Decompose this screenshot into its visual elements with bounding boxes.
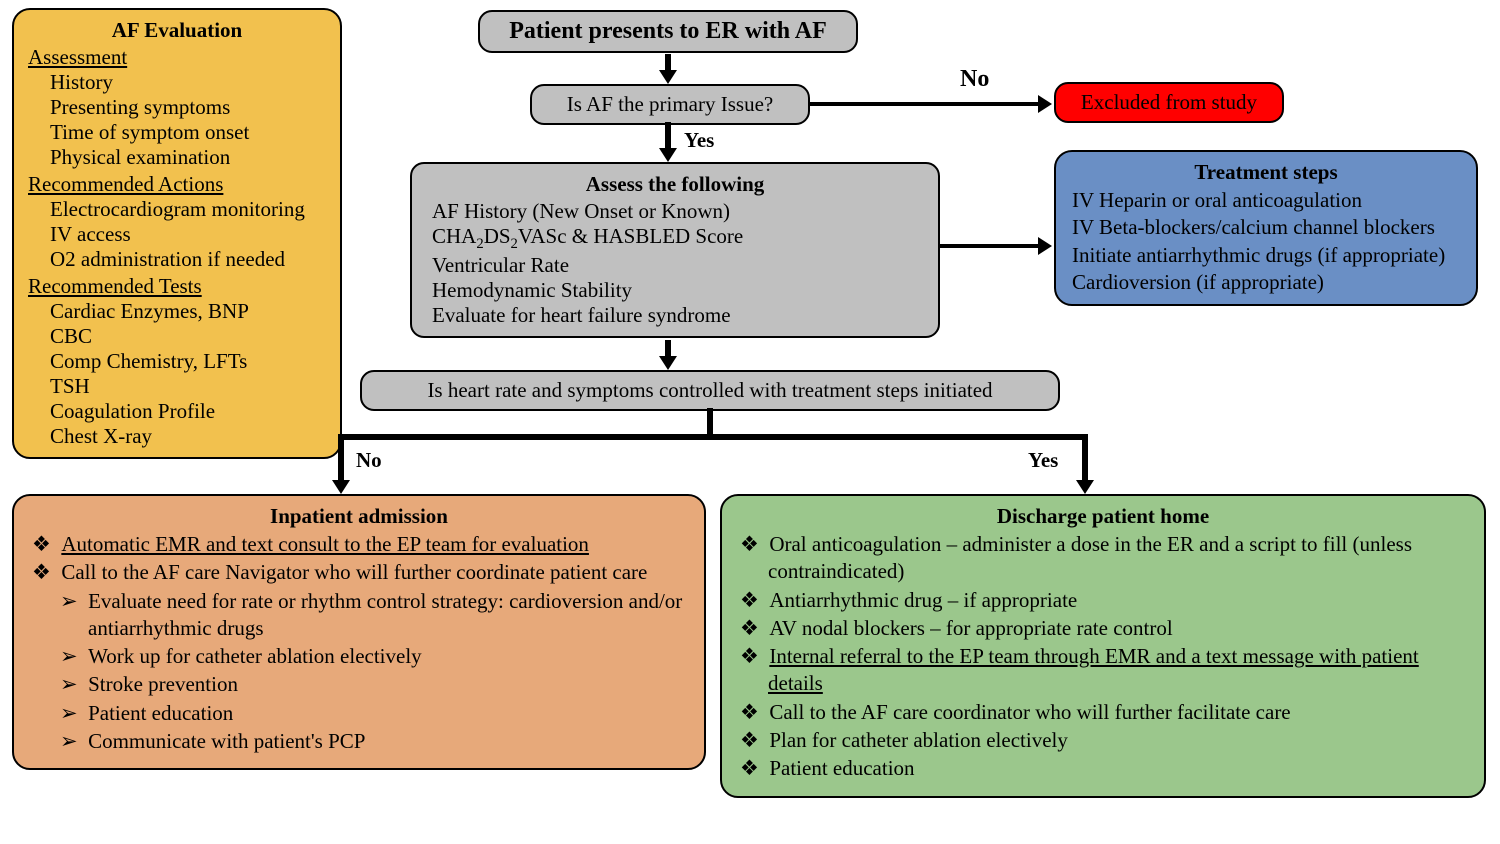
inpatient-bullets: ❖ Automatic EMR and text consult to the … bbox=[32, 531, 686, 587]
node-patient-presents-text: Patient presents to ER with AF bbox=[509, 18, 827, 44]
assess-title: Assess the following bbox=[432, 172, 918, 197]
node-q-controlled: Is heart rate and symptoms controlled wi… bbox=[360, 370, 1060, 411]
inpatient-subs: ➢ Evaluate need for rate or rhythm contr… bbox=[32, 588, 686, 756]
inpatient-b2: Call to the AF care Navigator who will f… bbox=[61, 560, 647, 584]
af-eval-item: Presenting symptoms bbox=[28, 95, 326, 120]
inpatient-sub-item: ➢ Communicate with patient's PCP bbox=[32, 728, 686, 755]
connector bbox=[940, 244, 1040, 248]
inpatient-title: Inpatient admission bbox=[32, 504, 686, 529]
af-eval-item: History bbox=[28, 70, 326, 95]
af-eval-body: AssessmentHistoryPresenting symptomsTime… bbox=[28, 45, 326, 449]
af-eval-item: Time of symptom onset bbox=[28, 120, 326, 145]
treat-item: Initiate antiarrhythmic drugs (if approp… bbox=[1072, 242, 1460, 269]
assess-item: Ventricular Rate bbox=[432, 253, 918, 278]
connector bbox=[338, 434, 1088, 440]
discharge-b3: AV nodal blockers – for appropriate rate… bbox=[769, 616, 1172, 640]
af-eval-item: Cardiac Enzymes, BNP bbox=[28, 299, 326, 324]
treat-items: IV Heparin or oral anticoagulationIV Bet… bbox=[1072, 187, 1460, 296]
af-eval-item: TSH bbox=[28, 374, 326, 399]
label-yes-2: Yes bbox=[1028, 448, 1058, 473]
inpatient-sub-item: ➢ Work up for catheter ablation elective… bbox=[32, 643, 686, 670]
af-eval-section-head: Assessment bbox=[28, 45, 326, 70]
af-eval-section-head: Recommended Tests bbox=[28, 274, 326, 299]
af-eval-item: Chest X-ray bbox=[28, 424, 326, 449]
discharge-b4: Internal referral to the EP team through… bbox=[768, 644, 1419, 695]
arrow-down-icon bbox=[1076, 480, 1094, 494]
af-eval-title: AF Evaluation bbox=[28, 18, 326, 43]
af-eval-item: O2 administration if needed bbox=[28, 247, 326, 272]
arrow-down-icon bbox=[659, 148, 677, 162]
af-eval-item: IV access bbox=[28, 222, 326, 247]
arrow-down-icon bbox=[659, 70, 677, 84]
treat-item: IV Heparin or oral anticoagulation bbox=[1072, 187, 1460, 214]
treat-item: IV Beta-blockers/calcium channel blocker… bbox=[1072, 214, 1460, 241]
label-no-2: No bbox=[356, 448, 382, 473]
connector bbox=[810, 102, 1040, 106]
inpatient-sub-item: ➢ Evaluate need for rate or rhythm contr… bbox=[32, 588, 686, 643]
discharge-b6: Plan for catheter ablation electively bbox=[769, 728, 1068, 752]
inpatient-b1: Automatic EMR and text consult to the EP… bbox=[61, 532, 589, 556]
arrow-right-icon bbox=[1038, 237, 1052, 255]
af-eval-item: Physical examination bbox=[28, 145, 326, 170]
assess-items: AF History (New Onset or Known)CHA2DS2VA… bbox=[432, 199, 918, 328]
node-excluded: Excluded from study bbox=[1054, 82, 1284, 123]
discharge-b1: Oral anticoagulation – administer a dose… bbox=[768, 532, 1412, 583]
af-eval-section-head: Recommended Actions bbox=[28, 172, 326, 197]
node-assess: Assess the following AF History (New Ons… bbox=[410, 162, 940, 338]
af-eval-item: Comp Chemistry, LFTs bbox=[28, 349, 326, 374]
discharge-b2: Antiarrhythmic drug – if appropriate bbox=[769, 588, 1077, 612]
node-inpatient: Inpatient admission ❖ Automatic EMR and … bbox=[12, 494, 706, 770]
discharge-b7: Patient education bbox=[769, 756, 914, 780]
assess-item: CHA2DS2VASc & HASBLED Score bbox=[432, 224, 918, 253]
discharge-title: Discharge patient home bbox=[740, 504, 1466, 529]
node-q2-text: Is heart rate and symptoms controlled wi… bbox=[427, 378, 992, 402]
af-evaluation-panel: AF Evaluation AssessmentHistoryPresentin… bbox=[12, 8, 342, 459]
node-q-primary-issue: Is AF the primary Issue? bbox=[530, 84, 810, 125]
assess-item: Hemodynamic Stability bbox=[432, 278, 918, 303]
inpatient-sub-item: ➢ Stroke prevention bbox=[32, 671, 686, 698]
arrow-right-icon bbox=[1038, 95, 1052, 113]
discharge-bullets: ❖ Oral anticoagulation – administer a do… bbox=[740, 531, 1466, 783]
connector bbox=[665, 122, 671, 150]
arrow-down-icon bbox=[332, 480, 350, 494]
af-eval-item: CBC bbox=[28, 324, 326, 349]
label-no-1: No bbox=[960, 66, 989, 93]
node-discharge: Discharge patient home ❖ Oral anticoagul… bbox=[720, 494, 1486, 798]
discharge-b5: Call to the AF care coordinator who will… bbox=[769, 700, 1290, 724]
connector bbox=[1082, 434, 1088, 482]
connector bbox=[338, 434, 344, 482]
treat-title: Treatment steps bbox=[1072, 160, 1460, 185]
node-treatment-steps: Treatment steps IV Heparin or oral antic… bbox=[1054, 150, 1478, 306]
assess-item: Evaluate for heart failure syndrome bbox=[432, 303, 918, 328]
af-eval-item: Coagulation Profile bbox=[28, 399, 326, 424]
af-eval-item: Electrocardiogram monitoring bbox=[28, 197, 326, 222]
inpatient-sub-item: ➢ Patient education bbox=[32, 700, 686, 727]
node-q1-text: Is AF the primary Issue? bbox=[567, 92, 773, 116]
treat-item: Cardioversion (if appropriate) bbox=[1072, 269, 1460, 296]
label-yes-1: Yes bbox=[684, 128, 714, 153]
node-patient-presents: Patient presents to ER with AF bbox=[478, 10, 858, 53]
assess-item: AF History (New Onset or Known) bbox=[432, 199, 918, 224]
arrow-down-icon bbox=[659, 356, 677, 370]
node-excluded-text: Excluded from study bbox=[1081, 90, 1257, 114]
